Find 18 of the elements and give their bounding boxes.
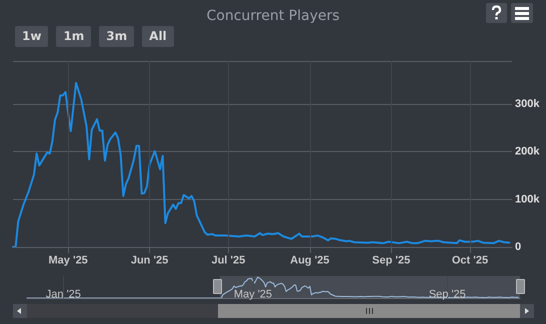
line-series bbox=[12, 82, 510, 248]
x-tick-label: May '25 bbox=[234, 288, 272, 300]
x-tick-label: Jun '25 bbox=[130, 254, 168, 266]
x-tick-label: Jan '25 bbox=[46, 288, 81, 300]
y-tick-label: 300k bbox=[515, 98, 540, 110]
x-tick-label: May '25 bbox=[48, 254, 88, 266]
text: 1w bbox=[15, 26, 48, 47]
x-tick-label: Oct '25 bbox=[452, 254, 488, 266]
y-tick-label: 100k bbox=[515, 193, 540, 206]
text: 1m bbox=[56, 26, 92, 47]
y-tick-label: 0 bbox=[515, 241, 522, 253]
text: 3m bbox=[99, 26, 134, 47]
chart-title: Concurrent Players bbox=[206, 8, 340, 24]
text: All bbox=[142, 26, 174, 47]
x-tick-label: Jul '25 bbox=[211, 254, 246, 266]
x-tick-label: Sep '25 bbox=[372, 254, 410, 266]
x-tick-label: Aug '25 bbox=[290, 254, 330, 266]
y-tick-label: 200k bbox=[515, 146, 540, 158]
